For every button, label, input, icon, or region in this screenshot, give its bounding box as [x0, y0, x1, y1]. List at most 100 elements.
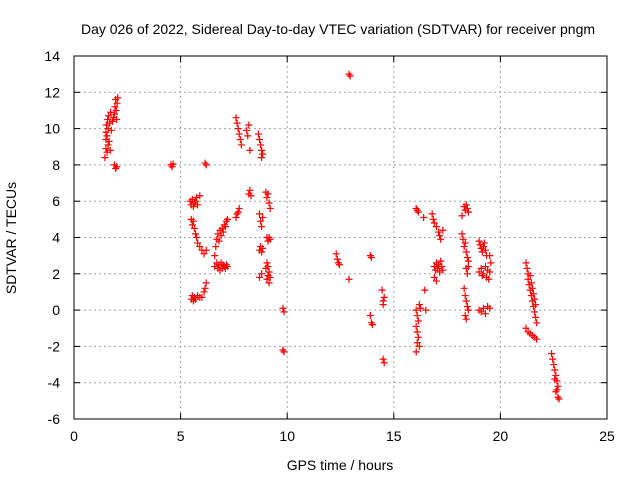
- data-point: [202, 246, 210, 254]
- data-point: [259, 150, 267, 158]
- data-point: [524, 275, 532, 283]
- data-point: [192, 230, 200, 238]
- x-tick-label: 15: [386, 428, 402, 444]
- data-point: [200, 288, 208, 296]
- data-point: [280, 308, 288, 316]
- grid: [74, 56, 607, 419]
- data-point: [413, 312, 421, 320]
- y-tick-label: 14: [44, 48, 60, 64]
- data-point: [551, 366, 559, 374]
- data-point: [266, 235, 274, 243]
- data-point: [461, 239, 469, 247]
- data-point: [219, 228, 227, 236]
- data-point: [414, 333, 422, 341]
- data-point: [258, 270, 266, 278]
- data-point: [412, 348, 420, 356]
- data-point: [198, 293, 206, 301]
- data-point: [432, 277, 440, 285]
- x-tick-label: 0: [70, 428, 78, 444]
- data-point: [202, 279, 210, 287]
- data-point: [246, 186, 254, 194]
- y-tick-labels: -6 -4 -2 0 2 4 6 8 10 12 14: [44, 48, 60, 427]
- data-point: [244, 132, 252, 140]
- data-point: [532, 301, 540, 309]
- data-point: [255, 135, 263, 143]
- data-point: [462, 315, 470, 323]
- data-point: [486, 304, 494, 312]
- data-point: [263, 259, 271, 267]
- data-point: [105, 137, 113, 145]
- data-point: [437, 257, 445, 265]
- data-point: [533, 335, 541, 343]
- data-point: [461, 292, 469, 300]
- y-tick-label: 0: [52, 302, 60, 318]
- data-point: [263, 194, 271, 202]
- data-point: [478, 248, 486, 256]
- data-point: [367, 319, 375, 327]
- data-point: [486, 268, 494, 276]
- data-point: [107, 126, 115, 134]
- data-point: [486, 252, 494, 260]
- data-point: [438, 263, 446, 271]
- y-tick-label: -2: [48, 338, 61, 354]
- data-point: [233, 119, 241, 127]
- data-point: [345, 275, 353, 283]
- data-point: [112, 165, 120, 173]
- data-point: [265, 279, 273, 287]
- data-point: [234, 208, 242, 216]
- data-point: [243, 126, 251, 134]
- data-point: [529, 290, 537, 298]
- data-point: [196, 192, 204, 200]
- data-point: [259, 244, 267, 252]
- data-point: [236, 135, 244, 143]
- data-point: [464, 306, 472, 314]
- data-point: [264, 190, 272, 198]
- data-point: [464, 263, 472, 271]
- data-point: [257, 141, 265, 149]
- data-point: [528, 284, 536, 292]
- data-point: [196, 243, 204, 251]
- y-tick-label: 4: [52, 230, 60, 246]
- data-point: [485, 275, 493, 283]
- data-point: [380, 359, 388, 367]
- data-point: [413, 339, 421, 347]
- data-point: [477, 308, 485, 316]
- data-point: [200, 250, 208, 258]
- data-point: [259, 214, 267, 222]
- data-point: [549, 355, 557, 363]
- data-point: [526, 272, 534, 280]
- data-point: [464, 208, 472, 216]
- data-point: [435, 228, 443, 236]
- data-point: [113, 99, 121, 107]
- data-point: [194, 201, 202, 209]
- data-point: [113, 163, 121, 171]
- data-point: [523, 264, 531, 272]
- data-point: [475, 237, 483, 245]
- data-point: [192, 295, 200, 303]
- data-point: [111, 110, 119, 118]
- x-tick-label: 5: [177, 428, 185, 444]
- chart-title: Day 026 of 2022, Sidereal Day-to-day VTE…: [81, 21, 595, 37]
- data-point: [527, 279, 535, 287]
- data-point: [189, 217, 197, 225]
- data-point: [335, 261, 343, 269]
- data-point: [412, 322, 420, 330]
- data-point: [102, 121, 110, 129]
- data-point: [366, 312, 374, 320]
- data-point: [458, 212, 466, 220]
- data-point: [430, 219, 438, 227]
- data-point: [235, 204, 243, 212]
- data-point: [212, 243, 220, 251]
- data-point: [237, 141, 245, 149]
- data-point: [258, 146, 266, 154]
- x-tick-labels: 0 5 10 15 20 25: [70, 428, 615, 444]
- data-point: [460, 284, 468, 292]
- data-point: [280, 348, 288, 356]
- data-point: [422, 306, 430, 314]
- data-point: [265, 199, 273, 207]
- data-point: [265, 268, 273, 276]
- data-point: [346, 72, 354, 80]
- data-point: [413, 206, 421, 214]
- data-point: [247, 192, 255, 200]
